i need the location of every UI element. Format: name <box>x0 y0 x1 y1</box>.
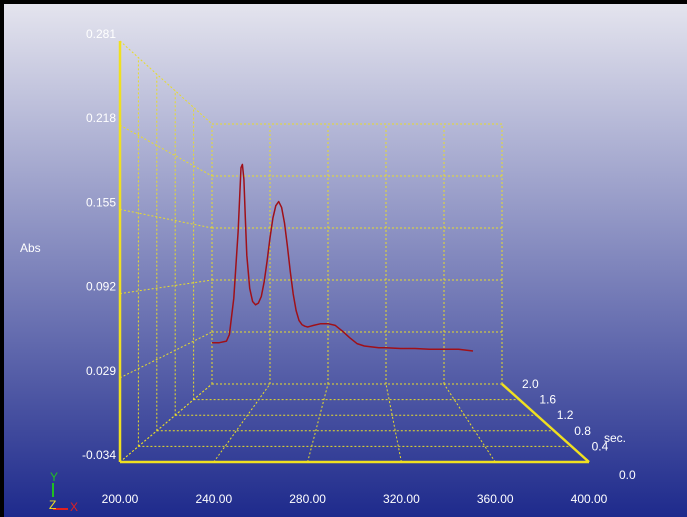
y-tick-label: -0.034 <box>82 448 116 462</box>
axis-lines <box>118 41 590 464</box>
x-tick-label: 320.00 <box>383 492 420 506</box>
y-tick-label: 0.155 <box>86 195 116 209</box>
orientation-triad: Y Z X <box>49 470 78 514</box>
z-tick-label: 2.0 <box>522 377 539 391</box>
z-tick-label: 1.2 <box>557 408 574 422</box>
y-tick-label: 0.218 <box>86 111 116 125</box>
grid-floor-depth <box>307 383 329 463</box>
orient-x-label: X <box>70 500 78 514</box>
z-axis-line <box>501 383 590 463</box>
z-tick-label: 1.6 <box>539 393 556 407</box>
grid-left-depth <box>119 40 213 125</box>
x-tick-label: 240.00 <box>195 492 232 506</box>
grid-floor-depth <box>385 383 402 463</box>
grid-floor-depth <box>213 383 271 463</box>
orient-y-label: Y <box>50 470 58 484</box>
orient-z-label: Z <box>49 498 56 512</box>
grid-left-depth <box>119 279 213 295</box>
z-tick-label: 0.8 <box>574 424 591 438</box>
grid-lines <box>119 40 590 463</box>
y-tick-label: 0.092 <box>86 280 116 294</box>
chart-3d-plot: 0.281 0.218 0.155 0.092 0.029 -0.034 200.00 240… <box>4 4 687 517</box>
spectrum-series <box>212 163 474 352</box>
y-tick-label: 0.281 <box>86 27 116 41</box>
x-tick-label: 280.00 <box>289 492 326 506</box>
x-tick-label: 200.00 <box>102 492 139 506</box>
series-line <box>212 163 474 352</box>
tick-labels: 0.281 0.218 0.155 0.092 0.029 -0.034 200.00 240… <box>82 27 636 506</box>
z-axis-label: sec. <box>604 431 626 445</box>
z-tick-label: 0.0 <box>619 468 636 482</box>
grid-left-depth <box>119 331 213 379</box>
y-axis-label: Abs <box>20 241 41 255</box>
grid-left-depth <box>119 124 213 177</box>
x-tick-label: 360.00 <box>477 492 514 506</box>
y-tick-label: 0.029 <box>86 364 116 378</box>
grid-floor-depth <box>119 383 213 463</box>
x-tick-label: 400.00 <box>571 492 608 506</box>
grid-floor-depth <box>443 383 496 463</box>
z-tick-label: 0.4 <box>592 439 609 453</box>
plot-background <box>4 4 687 517</box>
